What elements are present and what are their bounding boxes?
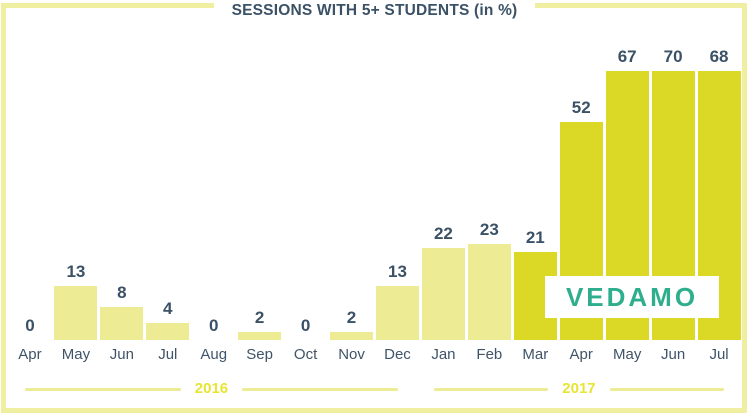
x-axis-label: May [612, 346, 642, 363]
year-axis: 2016 2017 [7, 380, 742, 398]
bar-value-label: 4 [163, 299, 173, 319]
bar-value-label: 8 [117, 282, 127, 302]
x-axis-label: Apr [18, 346, 42, 363]
bar-column: 21 [512, 47, 558, 340]
x-axis-label: Mar [522, 346, 549, 363]
plot-area: 0 13 8 4 0 2 0 2 13 22 23 21 52 67 70 68 [7, 47, 742, 340]
bar-column: 4 [145, 47, 191, 340]
bar [421, 247, 465, 340]
year-label: 2017 [562, 380, 596, 397]
year-line [242, 387, 398, 391]
x-axis-label: Feb [476, 346, 503, 363]
year-line [25, 387, 181, 391]
bar-value-label: 13 [66, 261, 86, 281]
bar-value-label: 68 [709, 47, 729, 66]
bar-column: 2 [237, 47, 283, 340]
bar-column: 22 [420, 47, 466, 340]
year-line [433, 387, 549, 391]
bar-value-label: 13 [388, 261, 407, 281]
year-label: 2016 [194, 380, 229, 397]
bar-value-label: 22 [433, 223, 453, 243]
bar-value-label: 52 [571, 98, 591, 118]
x-axis-label: Oct [293, 346, 318, 363]
bar-column: 0 [7, 47, 53, 340]
bar-value-label: 0 [300, 316, 311, 335]
x-axis-label: Apr [569, 346, 593, 363]
bar-value-label: 67 [617, 47, 637, 66]
bar-column: 13 [375, 47, 421, 340]
bar [54, 285, 98, 340]
x-axis-label: Sep [246, 346, 273, 363]
bar-value-label: 2 [346, 307, 357, 327]
bar-column: 8 [99, 47, 145, 340]
x-axis-label: Aug [200, 346, 228, 363]
bar-value-label: 2 [254, 307, 265, 327]
bar-column: 23 [466, 47, 512, 340]
bar-column: 68 [696, 47, 742, 340]
bar-value-label: 0 [208, 316, 219, 335]
vedamo-logo-text: VEDAMO [565, 282, 699, 312]
x-axis-label: Dec [384, 346, 411, 363]
x-axis-label: May [61, 346, 91, 363]
bar-value-label: 70 [663, 47, 683, 66]
year-divider: 2017 [416, 380, 742, 398]
bar-column: 2 [329, 47, 375, 340]
x-axis-label: Jun [661, 346, 686, 363]
x-axis-label: Nov [338, 346, 365, 363]
bar [376, 285, 419, 340]
bar [100, 306, 144, 340]
bar-value-label: 23 [479, 219, 499, 239]
x-axis-label: Jul [709, 346, 729, 363]
bar-column: 0 [191, 47, 237, 340]
x-axis-label: Jan [431, 346, 456, 363]
bar [238, 331, 282, 340]
bar-column: 13 [53, 47, 99, 340]
vedamo-watermark: VEDAMO [545, 276, 719, 318]
x-axis: Apr May Jun Jul Aug Sep Oct Nov Dec Jan Feb Mar Apr M… [7, 345, 742, 364]
bar [330, 331, 373, 340]
year-line [609, 387, 724, 391]
bar-value-label: 21 [525, 228, 545, 248]
x-axis-label: Jul [158, 346, 178, 363]
bar [146, 323, 190, 340]
year-divider: 2016 [7, 380, 416, 398]
bar-column: 0 [283, 47, 329, 340]
x-axis-label: Jun [109, 346, 134, 363]
chart-title: SESSIONS WITH 5+ STUDENTS (in %) [213, 1, 536, 21]
bar-value-label: 0 [25, 316, 35, 335]
bar [467, 243, 511, 340]
